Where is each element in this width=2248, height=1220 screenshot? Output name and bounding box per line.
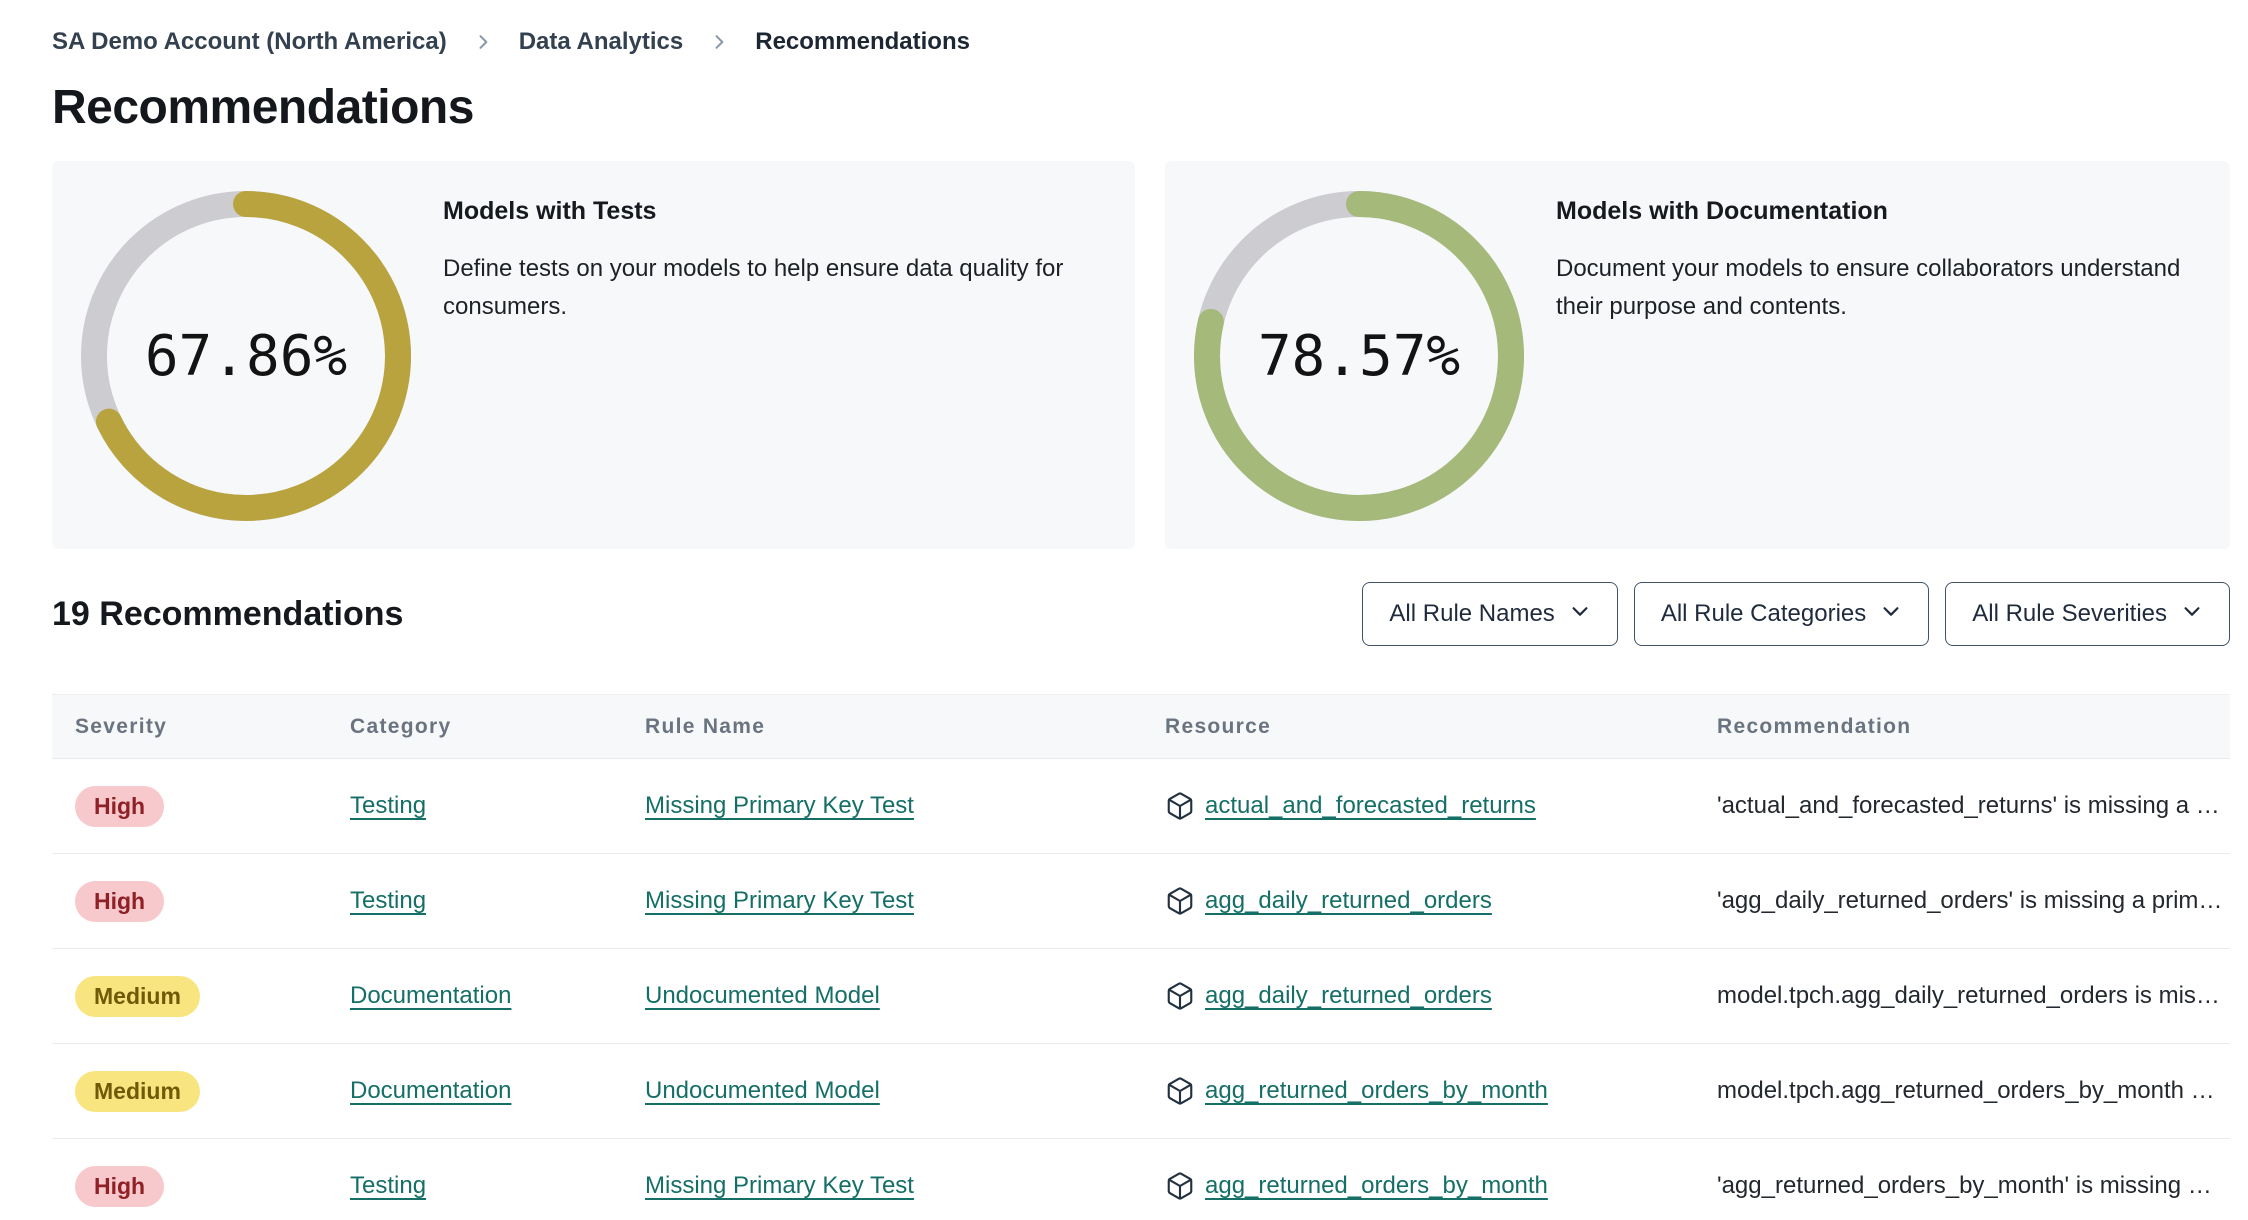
severity-column-header: Severity — [75, 714, 168, 738]
resource-cell: actual_and_forecasted_returns — [1142, 791, 1694, 821]
resource-column-header: Resource — [1165, 714, 1272, 738]
documentation-percent-value: 78.57% — [1257, 323, 1461, 389]
table-row: High Testing Missing Primary Key Test ag… — [52, 854, 2230, 949]
rule-categories-filter-button[interactable]: All Rule Categories — [1633, 582, 1930, 646]
breadcrumb-item-current: Recommendations — [755, 28, 970, 55]
breadcrumb-item-project[interactable]: Data Analytics — [518, 28, 684, 55]
severity-badge: Medium — [75, 1070, 200, 1112]
breadcrumb-item-account[interactable]: SA Demo Account (North America) — [52, 28, 447, 55]
box-icon — [1165, 1171, 1195, 1201]
recommendation-cell: model.tpch.agg_daily_returned_orders is … — [1717, 982, 2220, 1009]
filter-buttons: All Rule Names All Rule Categories All R… — [1362, 582, 2230, 646]
rule-name-link[interactable]: Missing Primary Key Test — [645, 792, 914, 819]
rule-name-link[interactable]: Missing Primary Key Test — [645, 887, 914, 914]
metric-cards: 67.86% Models with Tests Define tests on… — [52, 161, 2230, 549]
chevron-down-icon — [2181, 600, 2203, 629]
severity-badge: High — [75, 785, 165, 827]
rule-name-link[interactable]: Undocumented Model — [645, 982, 880, 1009]
severity-cell: High — [52, 1165, 327, 1207]
rule-severities-filter-label: All Rule Severities — [1972, 600, 2167, 627]
resource-cell: agg_returned_orders_by_month — [1142, 1076, 1694, 1106]
table-row: Medium Documentation Undocumented Model … — [52, 949, 2230, 1044]
recommendations-count-title: 19 Recommendations — [52, 594, 404, 633]
rule-name-column-header: Rule Name — [645, 714, 766, 738]
rule-name-cell: Missing Primary Key Test — [622, 792, 1142, 820]
severity-cell: High — [52, 880, 327, 922]
resource-link[interactable]: agg_returned_orders_by_month — [1205, 1077, 1548, 1104]
tests-card-text: Models with Tests Define tests on your m… — [443, 197, 1099, 549]
category-link[interactable]: Testing — [350, 792, 427, 819]
rule-name-cell: Undocumented Model — [622, 1077, 1142, 1105]
table-body: High Testing Missing Primary Key Test ac… — [52, 759, 2230, 1220]
documentation-donut-chart: 78.57% — [1194, 191, 1524, 521]
rule-name-cell: Missing Primary Key Test — [622, 887, 1142, 915]
severity-cell: Medium — [52, 975, 327, 1017]
rule-categories-filter-label: All Rule Categories — [1660, 600, 1867, 627]
category-link[interactable]: Documentation — [350, 982, 512, 1009]
rule-names-filter-label: All Rule Names — [1389, 600, 1555, 627]
category-cell: Testing — [327, 1172, 622, 1200]
box-icon — [1165, 981, 1195, 1011]
tests-card-description: Define tests on your models to help ensu… — [443, 255, 1064, 320]
list-header: 19 Recommendations All Rule Names All Ru… — [52, 582, 2230, 646]
severity-badge: High — [75, 880, 165, 922]
resource-cell: agg_daily_returned_orders — [1142, 981, 1694, 1011]
recommendation-cell: model.tpch.agg_returned_orders_by_month … — [1717, 1077, 2215, 1104]
box-icon — [1165, 886, 1195, 916]
chevron-down-icon — [1880, 600, 1902, 629]
rule-name-link[interactable]: Missing Primary Key Test — [645, 1172, 914, 1199]
category-cell: Documentation — [327, 982, 622, 1010]
resource-link[interactable]: agg_daily_returned_orders — [1205, 982, 1492, 1009]
severity-badge: Medium — [75, 975, 200, 1017]
rule-severities-filter-button[interactable]: All Rule Severities — [1945, 582, 2230, 646]
resource-link[interactable]: agg_daily_returned_orders — [1205, 887, 1492, 914]
models-with-documentation-card: 78.57% Models with Documentation Documen… — [1165, 161, 2230, 549]
table-row: High Testing Missing Primary Key Test ac… — [52, 759, 2230, 854]
severity-cell: High — [52, 785, 327, 827]
resource-cell: agg_daily_returned_orders — [1142, 886, 1694, 916]
breadcrumb: SA Demo Account (North America) Data Ana… — [52, 0, 2230, 60]
recommendation-column-header: Recommendation — [1717, 714, 1912, 738]
severity-cell: Medium — [52, 1070, 327, 1112]
rule-name-cell: Missing Primary Key Test — [622, 1172, 1142, 1200]
recommendation-cell: 'actual_and_forecasted_returns' is missi… — [1717, 792, 2220, 819]
page-title: Recommendations — [52, 81, 474, 134]
category-cell: Testing — [327, 792, 622, 820]
tests-percent-value: 67.86% — [144, 323, 348, 389]
box-icon — [1165, 1076, 1195, 1106]
recommendations-table: Severity Category Rule Name Resource Rec… — [52, 694, 2230, 1220]
documentation-card-title: Models with Documentation — [1556, 197, 1888, 225]
chevron-right-icon — [473, 32, 493, 52]
recommendation-cell: 'agg_daily_returned_orders' is missing a… — [1717, 887, 2223, 914]
resource-cell: agg_returned_orders_by_month — [1142, 1171, 1694, 1201]
table-header-row: Severity Category Rule Name Resource Rec… — [52, 695, 2230, 759]
table-row: High Testing Missing Primary Key Test ag… — [52, 1139, 2230, 1220]
category-link[interactable]: Testing — [350, 887, 427, 914]
rule-name-link[interactable]: Undocumented Model — [645, 1077, 880, 1104]
models-with-tests-card: 67.86% Models with Tests Define tests on… — [52, 161, 1135, 549]
category-cell: Testing — [327, 887, 622, 915]
chevron-down-icon — [1569, 600, 1591, 629]
recommendation-cell: 'agg_returned_orders_by_month' is missin… — [1717, 1172, 2212, 1199]
category-link[interactable]: Documentation — [350, 1077, 512, 1104]
resource-link[interactable]: agg_returned_orders_by_month — [1205, 1172, 1548, 1199]
box-icon — [1165, 791, 1195, 821]
documentation-card-description: Document your models to ensure collabora… — [1556, 255, 2181, 320]
category-link[interactable]: Testing — [350, 1172, 427, 1199]
table-row: Medium Documentation Undocumented Model … — [52, 1044, 2230, 1139]
resource-link[interactable]: actual_and_forecasted_returns — [1205, 792, 1536, 819]
category-cell: Documentation — [327, 1077, 622, 1105]
tests-card-title: Models with Tests — [443, 197, 657, 225]
rule-name-cell: Undocumented Model — [622, 982, 1142, 1010]
tests-donut-chart: 67.86% — [81, 191, 411, 521]
chevron-right-icon — [709, 32, 729, 52]
severity-badge: High — [75, 1165, 165, 1207]
rule-names-filter-button[interactable]: All Rule Names — [1362, 582, 1618, 646]
category-column-header: Category — [350, 714, 452, 738]
documentation-card-text: Models with Documentation Document your … — [1556, 197, 2194, 549]
